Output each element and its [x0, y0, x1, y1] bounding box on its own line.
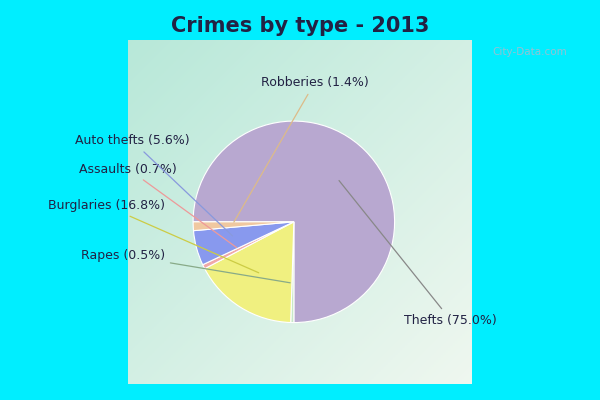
Text: Rapes (0.5%): Rapes (0.5%): [81, 248, 290, 283]
Text: Burglaries (16.8%): Burglaries (16.8%): [48, 199, 259, 273]
Text: Auto thefts (5.6%): Auto thefts (5.6%): [75, 134, 233, 236]
Text: City-Data.com: City-Data.com: [492, 47, 567, 57]
Text: Crimes by type - 2013: Crimes by type - 2013: [171, 16, 429, 36]
Text: Thefts (75.0%): Thefts (75.0%): [339, 180, 497, 327]
Text: Robberies (1.4%): Robberies (1.4%): [234, 76, 368, 222]
Text: Assaults (0.7%): Assaults (0.7%): [79, 162, 236, 248]
Wedge shape: [193, 121, 395, 322]
Wedge shape: [203, 222, 294, 269]
Wedge shape: [194, 222, 294, 265]
Wedge shape: [290, 222, 294, 322]
Wedge shape: [193, 222, 294, 231]
Wedge shape: [205, 222, 294, 322]
